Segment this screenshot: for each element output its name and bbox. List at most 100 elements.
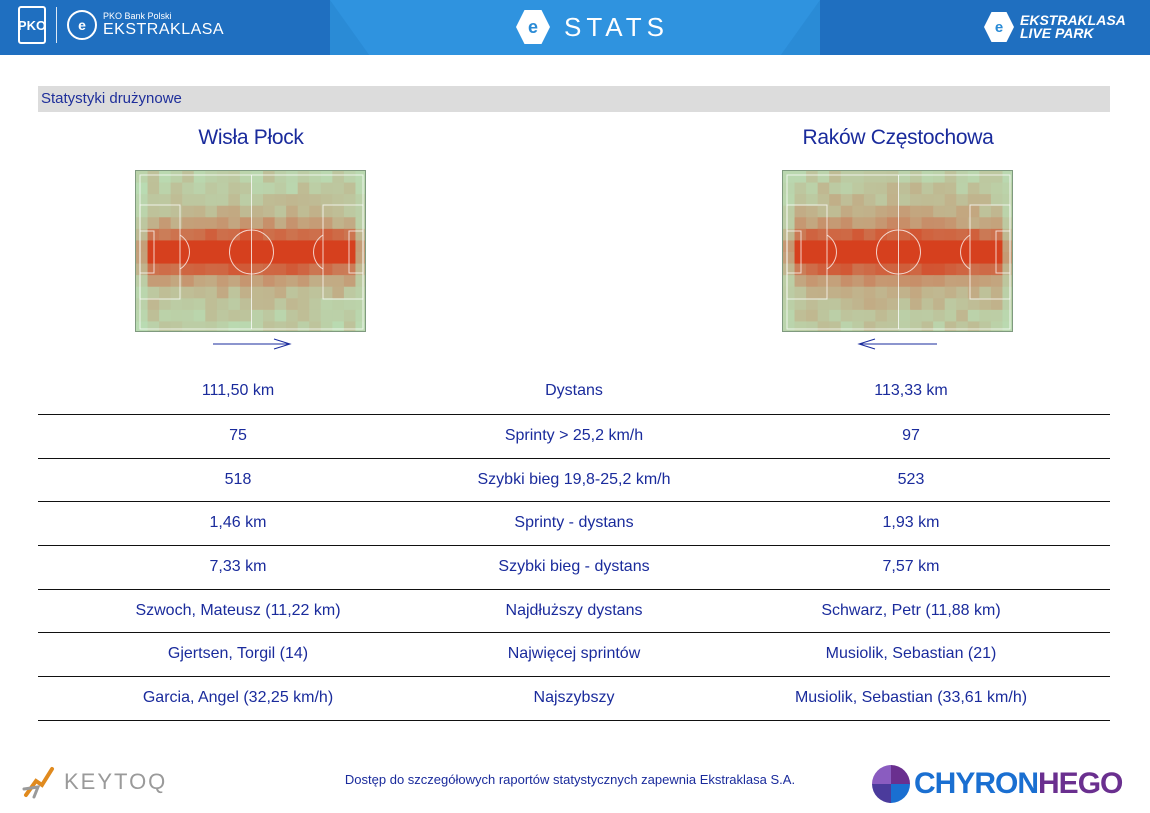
heatmap-cell [205,217,218,230]
heatmap-cell [297,321,310,331]
heatmap-cell [170,228,183,242]
stat-label: Sprinty > 25,2 km/h [504,427,644,444]
heatmap-cell [239,252,253,265]
heatmap-cell [343,205,357,218]
heatmap-cell [182,263,195,276]
heatmap-cell [783,286,796,299]
heatmap-cell [136,286,149,299]
heatmap-cell [274,171,287,184]
heatmap-cell [886,194,900,207]
heatmap-cell [274,194,287,207]
heatmap-cell [228,321,241,331]
heatmap-cell [1002,205,1012,218]
heatmap-cell [355,240,365,253]
keytoq-logo[interactable]: KEYTOQ [22,765,167,799]
away-stat-value: 1,93 km [882,514,940,532]
heatmap-cell [228,263,241,276]
heatmap-cell [274,228,287,242]
heatmap-cell [921,240,934,253]
away-heatmap [782,170,1013,332]
heatmap-cell [933,205,946,218]
pko-ekstraklasa-logo[interactable]: PKO e PKO Bank Polski EKSTRAKLASA [18,6,224,44]
heatmap-cell [898,252,911,265]
heatmap-cell [320,182,333,195]
heatmap-cell [944,182,957,195]
heatmap-cell [910,171,923,184]
livepark-logo[interactable]: e EKSTRAKLASA LIVE PARK [984,12,1126,42]
heatmap-cell [286,205,299,218]
heatmap-cell [286,171,299,184]
pko-logo-icon: PKO [18,6,46,44]
heatmap-cell [933,309,946,323]
heatmap-cell [332,252,345,265]
heatmap-cell [170,240,183,253]
heatmap-cell [286,286,299,299]
heatmap-cell [863,286,876,299]
heatmap-cell [182,286,195,299]
heatmap-cell [875,194,888,207]
heatmap-cell [875,275,888,288]
heatmap-cell [875,298,888,311]
heatmap-cell [286,228,299,242]
heatmap-cell [990,182,1004,195]
heatmap-cell [274,321,287,331]
heatmap-cell [355,217,365,230]
heatmap-cell [990,205,1004,218]
heatmap-cell [205,194,218,207]
heatmap-cell [990,298,1004,311]
heatmap-cell [898,298,911,311]
heatmap-cell [863,182,876,195]
heatmap-cell [263,298,276,311]
chyronhego-logo-icon [872,765,910,803]
livepark-line2: LIVE PARK [1020,25,1094,41]
heatmap-cell [944,321,957,331]
heatmap-cell [297,217,310,230]
heatmap-cell [840,252,853,265]
home-stat-value: 1,46 km [209,514,267,532]
home-stat-value: Szwoch, Mateusz (11,22 km) [135,601,341,619]
heatmap-cell [286,194,299,207]
heatmap-cell [251,240,264,253]
chyronhego-logo[interactable]: CHYRONHEGO [872,765,1123,803]
heatmap-cell [274,275,287,288]
heatmap-cell [170,286,183,299]
heatmap-cell [794,205,807,218]
heatmap-cell [297,182,310,195]
heatmap-cell [251,171,264,184]
heatmap-cell [967,309,980,323]
home-team-name: Wisła Płock [198,126,304,149]
heatmap-cell [286,321,299,331]
heatmap-cell [205,205,218,218]
heatmap-cell [979,194,992,207]
heatmap-cell [990,252,1004,265]
heatmap-cell [783,217,796,230]
heatmap-cell [251,194,264,207]
heatmap-cell [967,205,980,218]
heatmap-cell [990,309,1004,323]
heatmap-cell [193,194,206,207]
heatmap-cell [286,275,299,288]
heatmap-cell [216,171,229,184]
heatmap-cell [967,321,980,331]
heatmap-cell [320,275,333,288]
heatmap-cell [979,263,992,276]
home-stat-value: 111,50 km [201,382,275,399]
heatmap-cell [205,252,218,265]
heatmap-cell [274,205,287,218]
heatmap-cell [794,275,807,288]
footer-note: Dostęp do szczegółowych raportów statyst… [344,772,796,787]
heatmap-cell [783,298,796,311]
heatmap-cell [343,263,357,276]
heatmap-cell [990,286,1004,299]
heatmap-cell [933,321,946,331]
stats-logo[interactable]: e STATS [516,10,669,44]
heatmap-cell [286,182,299,195]
heatmap-cell [933,182,946,195]
heatmap-cell [355,205,365,218]
heatmap-cell [136,205,149,218]
heatmap-cell [355,171,365,184]
heatmap-cell [1002,286,1012,299]
heatmap-cell [840,321,853,331]
heatmap-cell [863,217,876,230]
heatmap-cell [933,217,946,230]
